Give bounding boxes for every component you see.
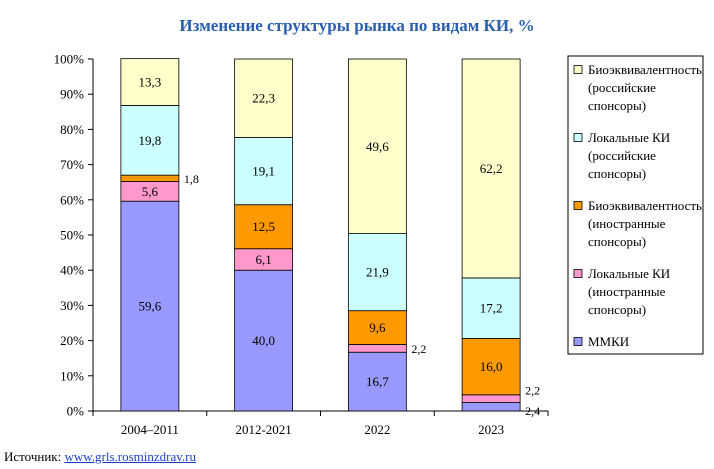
y-tick-label: 90% [60,87,84,102]
legend-entry: Локальные КИ [588,130,670,145]
bar-segment [347,58,407,234]
data-label: 49,6 [366,139,389,154]
x-tick-label: 2022 [364,422,390,437]
y-tick-label: 10% [60,368,84,383]
legend-entry: спонсоры) [588,234,646,249]
x-tick-label: 2023 [478,422,504,437]
legend-swatch [573,201,583,210]
bar-segment [120,58,180,106]
legend-entry: (российские [588,80,656,95]
data-label: 13,3 [139,75,162,90]
data-label: 9,6 [369,320,386,335]
data-label: 2,4 [525,404,540,418]
data-label: 2,2 [525,384,540,398]
y-tick-label: 30% [60,298,84,313]
data-label: 5,6 [142,184,159,199]
bar-segment [461,277,521,339]
data-label: 19,1 [252,164,275,179]
y-tick-label: 0% [67,404,85,419]
bar-segment [461,402,521,412]
bar-segment [347,310,407,345]
y-tick-label: 100% [54,52,85,67]
legend-swatch [573,337,583,346]
legend-entry: (иностранные [588,284,666,299]
data-label: 17,2 [480,301,503,316]
y-tick-label: 40% [60,263,84,278]
data-label: 59,6 [139,299,162,314]
axes: 0% 10% 20% 30% 40% 50% 60% 70% 80% 90% 100% 2004–20… [54,52,549,437]
data-label: 62,2 [480,161,503,176]
x-tick-label: 2012-2021 [235,422,291,437]
bar-segment [120,105,180,176]
legend-entry: спонсоры) [588,302,646,317]
data-label: 2,2 [411,342,426,356]
legend-entry: Локальные КИ [588,266,670,281]
bar-segment [461,394,521,403]
source-note: Источник: www.grls.rosminzdrav.ru [4,449,196,465]
source-label: Источник: [4,449,62,464]
legend-swatch [573,65,583,74]
bars: 59,6 5,6 1,8 19,8 13,3 40,0 6,1 12,5 19,1 22,3 16,… [120,58,540,418]
y-tick-label: 80% [60,122,84,137]
bar-segment [234,204,294,250]
data-label: 19,8 [139,133,162,148]
bar-segment [120,174,180,182]
bar-segment [347,344,407,353]
bar-segment [234,269,294,412]
y-tick-label: 20% [60,333,84,348]
data-label: 6,1 [256,252,272,267]
legend-entry: Биоэквивалентность [588,198,702,213]
bar-segment [120,200,180,412]
legend-entry: (российские [588,148,656,163]
data-label: 22,3 [252,91,275,106]
legend-entry: ММКИ [588,334,629,349]
y-tick-label: 60% [60,192,84,207]
y-tick-label: 50% [60,228,84,243]
x-tick-label: 2004–2011 [121,422,179,437]
legend-entry: спонсоры) [588,166,646,181]
legend: Биоэквивалентность (российские спонсоры) Ло… [567,55,704,355]
data-label: 1,8 [184,172,199,186]
chart-title: Изменение структуры рынка по видам КИ, % [179,16,535,35]
stacked-bar-chart: 0% 10% 20% 30% 40% 50% 60% 70% 80% 90% 100% 2004–20… [54,52,704,437]
bar-segment [461,338,521,396]
data-label: 12,5 [252,219,275,234]
bar-segment [347,351,407,412]
bar-segment [461,58,521,279]
legend-entry: (иностранные [588,216,666,231]
data-label: 16,0 [480,359,503,374]
y-tick-label: 70% [60,157,84,172]
legend-entry: спонсоры) [588,98,646,113]
source-link[interactable]: www.grls.rosminzdrav.ru [64,449,197,464]
data-label: 40,0 [252,333,275,348]
legend-swatch [573,133,583,142]
bar-segment [234,137,294,206]
bar-segment [234,58,294,138]
legend-swatch [573,269,583,278]
data-label: 21,9 [366,265,389,280]
data-label: 16,7 [366,374,389,389]
legend-entry: Биоэквивалентность [588,62,702,77]
legend-box [567,55,704,355]
